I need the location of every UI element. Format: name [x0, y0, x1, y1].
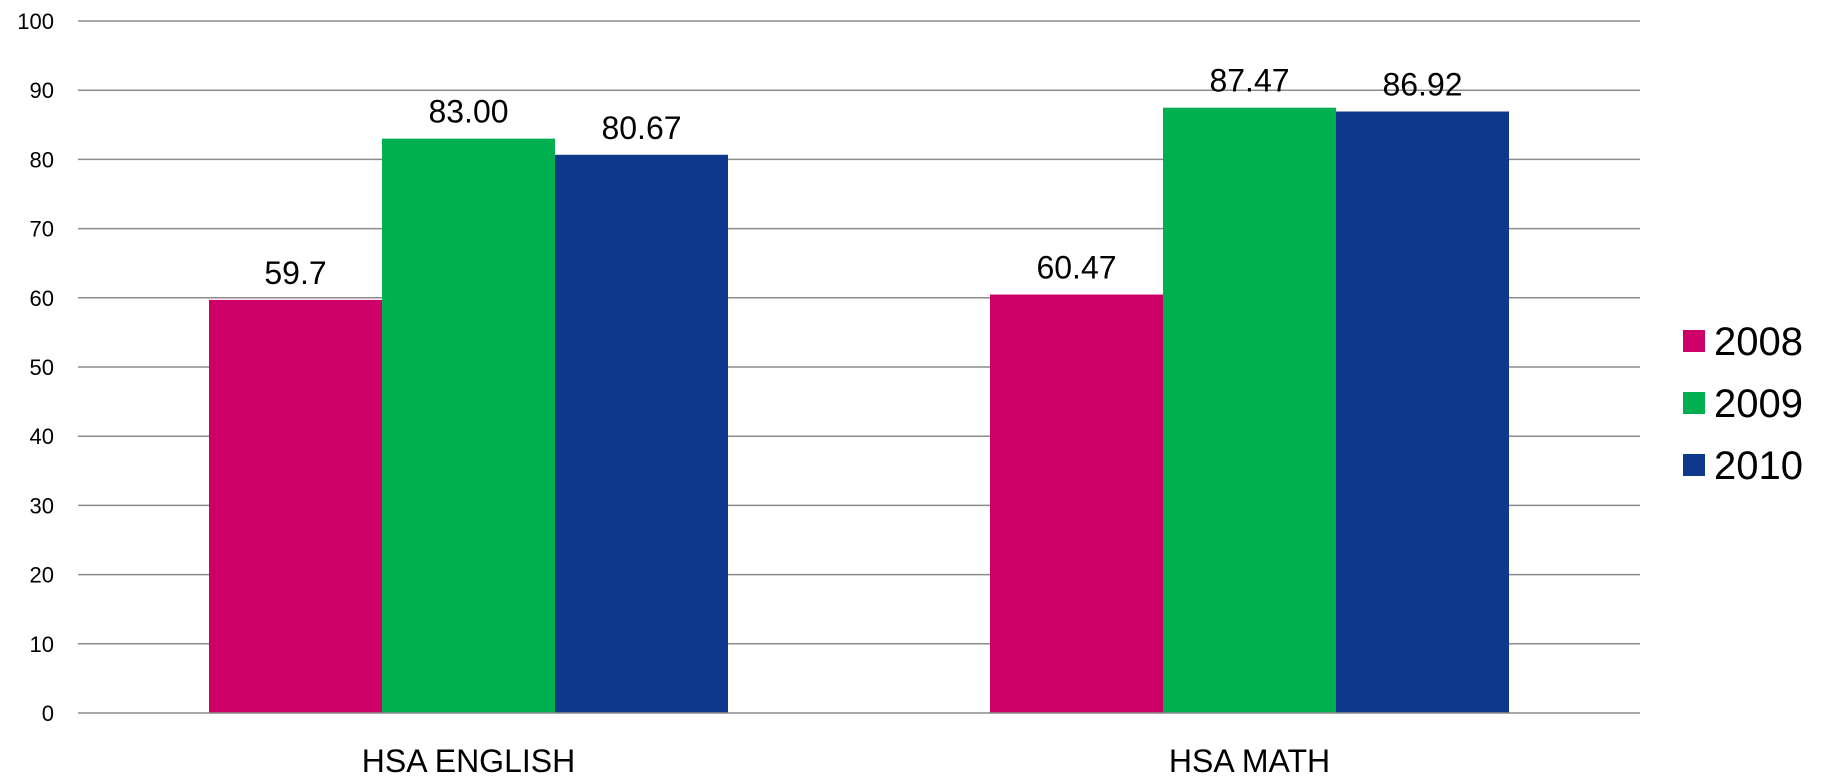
legend-swatch-2009 — [1683, 392, 1705, 414]
data-label: 80.67 — [601, 110, 681, 146]
y-tick-label: 10 — [30, 632, 54, 657]
data-label: 59.7 — [264, 255, 326, 291]
data-label: 60.47 — [1036, 250, 1116, 286]
y-tick-label: 80 — [30, 147, 54, 172]
bar-2008-math — [990, 294, 1163, 713]
y-axis-tick-labels: 0 10 20 30 40 50 60 70 80 90 100 — [17, 9, 54, 726]
legend-label: 2010 — [1714, 444, 1803, 488]
y-tick-label: 60 — [30, 286, 54, 311]
bar-2009-english — [382, 138, 555, 713]
y-tick-label: 100 — [17, 9, 54, 34]
y-tick-label: 40 — [30, 424, 54, 449]
y-tick-label: 0 — [42, 701, 54, 726]
data-label: 83.00 — [428, 94, 508, 130]
bar-2008-english — [209, 299, 382, 713]
x-category-label: HSA ENGLISH — [362, 743, 575, 779]
legend-swatch-2010 — [1683, 454, 1705, 476]
y-tick-label: 20 — [30, 563, 54, 588]
legend: 2008 2009 2010 — [1683, 320, 1803, 488]
bars — [209, 107, 1509, 714]
legend-swatch-2008 — [1683, 330, 1705, 352]
data-label: 86.92 — [1382, 67, 1462, 103]
legend-label: 2009 — [1714, 382, 1803, 426]
y-tick-label: 70 — [30, 217, 54, 242]
y-tick-label: 50 — [30, 355, 54, 380]
data-label: 87.47 — [1209, 63, 1289, 99]
bar-2010-english — [555, 154, 728, 713]
y-tick-label: 30 — [30, 493, 54, 518]
y-tick-label: 90 — [30, 78, 54, 103]
data-labels: 59.7 83.00 80.67 60.47 87.47 86.92 — [264, 63, 1462, 291]
legend-label: 2008 — [1714, 320, 1803, 364]
category-labels: HSA ENGLISH HSA MATH — [362, 743, 1330, 779]
x-category-label: HSA MATH — [1169, 743, 1330, 779]
bar-2009-math — [1163, 107, 1336, 714]
bar-2010-math — [1336, 111, 1509, 713]
